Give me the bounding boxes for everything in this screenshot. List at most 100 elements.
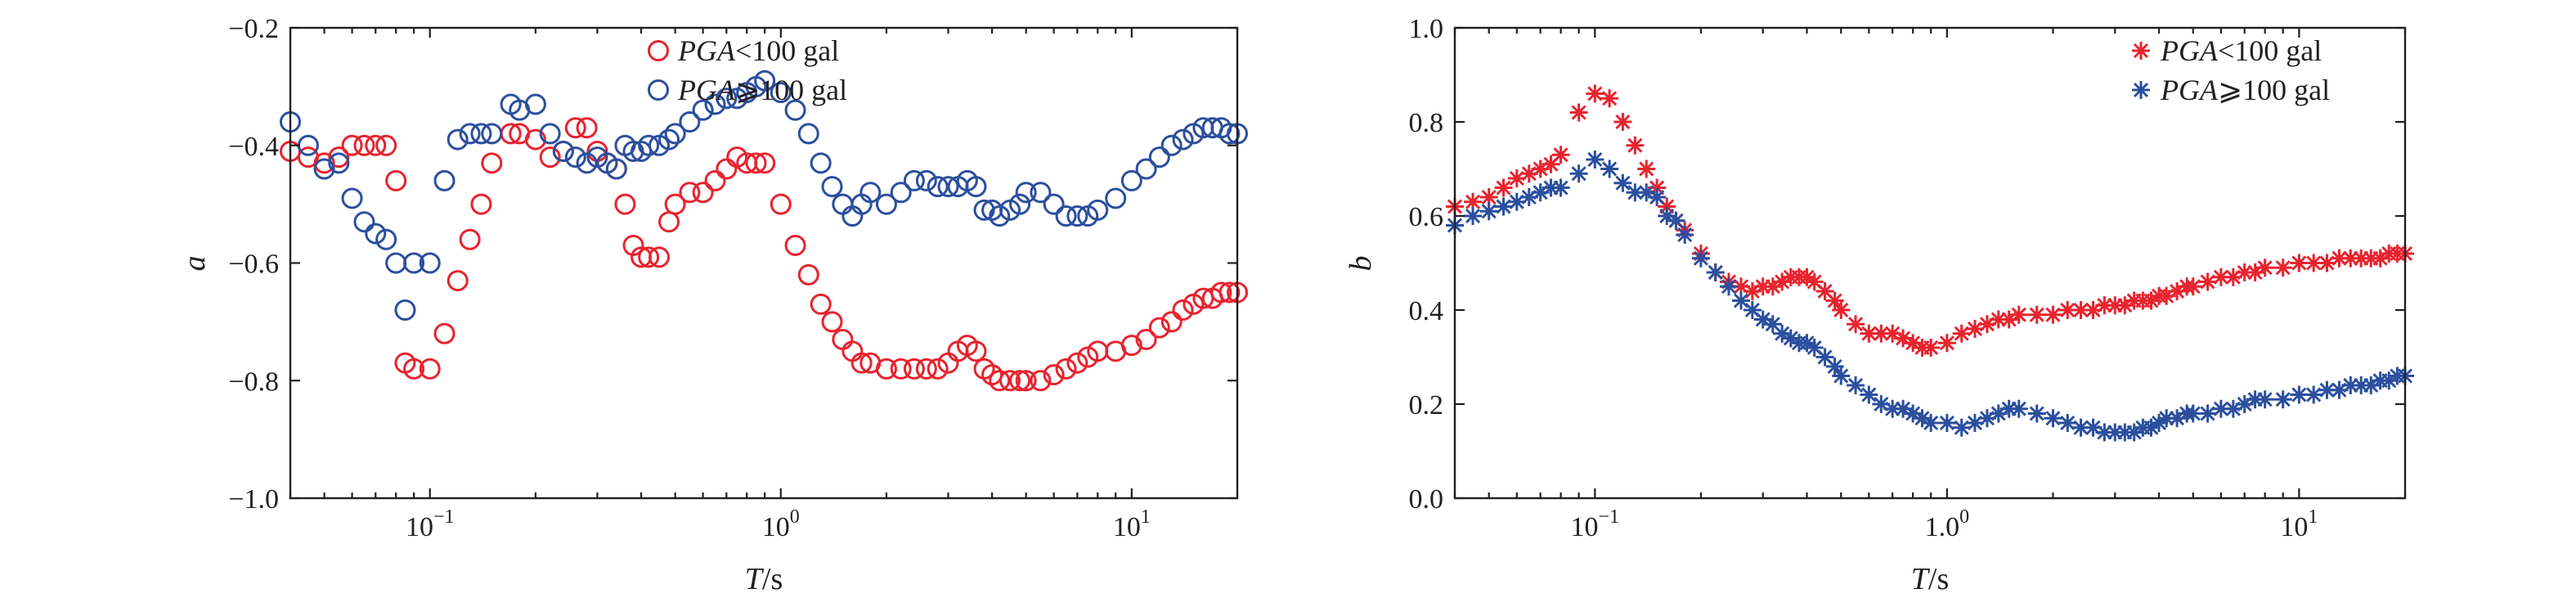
panel-a-series-2-point — [1218, 123, 1241, 145]
panel-a-y-axis-title: a — [177, 256, 212, 272]
panel-b-series-1-point — [2157, 286, 2176, 305]
panel-a-series-2-point — [447, 128, 469, 151]
panel-a-series-2-point — [1030, 182, 1052, 204]
panel-a-series-2-point — [903, 169, 925, 191]
panel-b-series-1-point — [1977, 315, 1996, 334]
panel-a-series-1-point — [890, 357, 912, 380]
panel-b-series-1-point — [2198, 272, 2217, 291]
panel-a-series-2-point — [375, 228, 397, 250]
panel-b-series-1-point — [2106, 296, 2125, 315]
panel-b-series-2-point — [1648, 188, 1667, 206]
panel-a-x-axis-unit: /s — [762, 562, 783, 596]
panel-a-series-2-point — [419, 252, 441, 274]
panel-a-series-1-point — [1135, 328, 1157, 350]
panel-a-x-tick-label: 10−1 — [406, 506, 455, 542]
panel-a-series-2-point — [1055, 205, 1077, 227]
panel-b-series-2-point — [1763, 315, 1782, 334]
panel-b-series-1-point — [1825, 291, 1844, 310]
panel-a-y-tick-labels: −0.2 −0.4 −0.6 −0.8 −1.0 — [228, 14, 279, 515]
panel-b-series-2-point — [1691, 249, 1710, 268]
panel-a-series-1-point — [716, 158, 738, 180]
panel-b-y-tick-label: 1.0 — [1409, 14, 1444, 44]
panel-b-x-tick-exponent: −1 — [1599, 506, 1620, 528]
panel-b-series-2-point — [1832, 366, 1851, 385]
panel-a-series-2-point — [1066, 205, 1088, 227]
panel-a-x-tick-base: 10 — [1113, 512, 1141, 542]
panel-b-series-1-point — [1883, 324, 1902, 343]
panel-b-series-1-point — [1815, 282, 1834, 300]
panel-a-series-1-point — [564, 117, 586, 139]
panel-b-series-2-point — [1479, 202, 1498, 221]
panel-a-series-1-point — [403, 357, 425, 380]
panel-b-series-1-point — [2044, 305, 2062, 324]
panel-a-series-2-point — [564, 146, 586, 169]
panel-b-legend-label: PGA<100 gal — [2160, 34, 2322, 67]
panel-b-series-1-point — [1542, 155, 1560, 173]
panel-b-marks — [1446, 84, 2414, 442]
panel-a-series-1-point — [704, 169, 726, 191]
panel-b-series-2-point — [1706, 263, 1725, 281]
panel-a-series-2-point — [605, 158, 627, 180]
panel-a-series-2-point — [915, 169, 937, 191]
panel-b-series-2-point — [2116, 423, 2134, 442]
panel-a-x-tick-exponent: 0 — [790, 506, 800, 528]
panel-a-series-2-point — [1009, 193, 1031, 215]
panel-a-series-1-point — [433, 322, 456, 344]
panel-a-series-2-point — [679, 111, 701, 133]
panel-b-series-1-point — [1613, 113, 1632, 131]
panel-a-series-1-point — [770, 193, 792, 215]
panel-a-series-1-point — [459, 228, 481, 250]
panel-a-x-tick-base: 10 — [762, 512, 790, 542]
panel-b-series-1-point — [2084, 301, 2103, 319]
panel-b-series-1-point — [2362, 249, 2381, 268]
chart-panel-a: −0.2−0.4−0.6−0.8−1.0 10−1 100 101 a T/s PG… — [177, 14, 1248, 596]
panel-b-x-axis-title: T/s — [1911, 562, 1950, 596]
panel-b-series-2-point — [2150, 414, 2169, 432]
panel-a-series-2-point — [365, 223, 387, 245]
panel-a-series-2-point — [989, 205, 1011, 227]
panel-a-series-2-point — [313, 158, 335, 180]
panel-b-series-1-point — [1479, 188, 1498, 206]
panel-b-series-1-point — [2371, 249, 2390, 268]
panel-b-series-2-point — [2084, 418, 2103, 437]
panel-b-series-2-point — [1894, 399, 1913, 418]
panel-b-series-2-point — [1805, 339, 1824, 357]
panel-a-series-1-point — [679, 182, 701, 204]
panel-b-series-1-point — [2071, 301, 2090, 319]
panel-a-series-2-point — [875, 193, 897, 215]
panel-a-x-tick-label: 101 — [1113, 506, 1151, 542]
panel-b-x-tick-base: 10 — [1571, 512, 1599, 542]
panel-a-series-2-point — [1148, 146, 1170, 169]
panel-b-series-2-point — [1904, 404, 1923, 423]
panel-a-series-1-point — [622, 234, 644, 256]
panel-b-series-2-point — [2106, 423, 2125, 442]
panel-a-series-1-point — [832, 328, 854, 350]
panel-b-series-1-point — [2027, 305, 2046, 324]
panel-b-series-1-point — [2116, 296, 2134, 315]
panel-b-series-2-point — [1913, 409, 1932, 428]
panel-b-series-2-point — [2273, 390, 2292, 409]
panel-b-series-2-point — [2027, 404, 2046, 423]
panel-a-series-1-point — [821, 311, 843, 333]
panel-b-series-1-point — [2211, 268, 2230, 286]
panel-a-x-axis-title: T/s — [745, 562, 783, 596]
panel-b-series-2-point — [1531, 183, 1550, 202]
panel-a-series-2-point — [576, 152, 598, 174]
panel-a-x-ticks — [289, 28, 1239, 498]
panel-b-series-1-point — [2290, 254, 2309, 272]
panel-a-series-1-point — [965, 340, 987, 362]
panel-b-series-1-point — [1551, 146, 1570, 164]
panel-b-series-2-point — [1586, 151, 1604, 169]
panel-a-series-2-point — [770, 82, 792, 104]
panel-a-series-2-point — [797, 123, 819, 145]
panel-b-series-1-point — [2142, 291, 2161, 310]
panel-a-series-2-point — [1160, 134, 1183, 156]
panel-b-x-tick-label: 101 — [2280, 506, 2318, 542]
panel-a-series-2-point — [638, 134, 660, 156]
panel-a-series-1-point — [648, 246, 670, 268]
panel-a-series-1-point — [470, 193, 492, 215]
panel-b-series-2-point — [1667, 211, 1685, 230]
panel-b-series-1-point — [2330, 249, 2349, 268]
panel-b-x-tick-base: 10 — [2280, 512, 2308, 542]
